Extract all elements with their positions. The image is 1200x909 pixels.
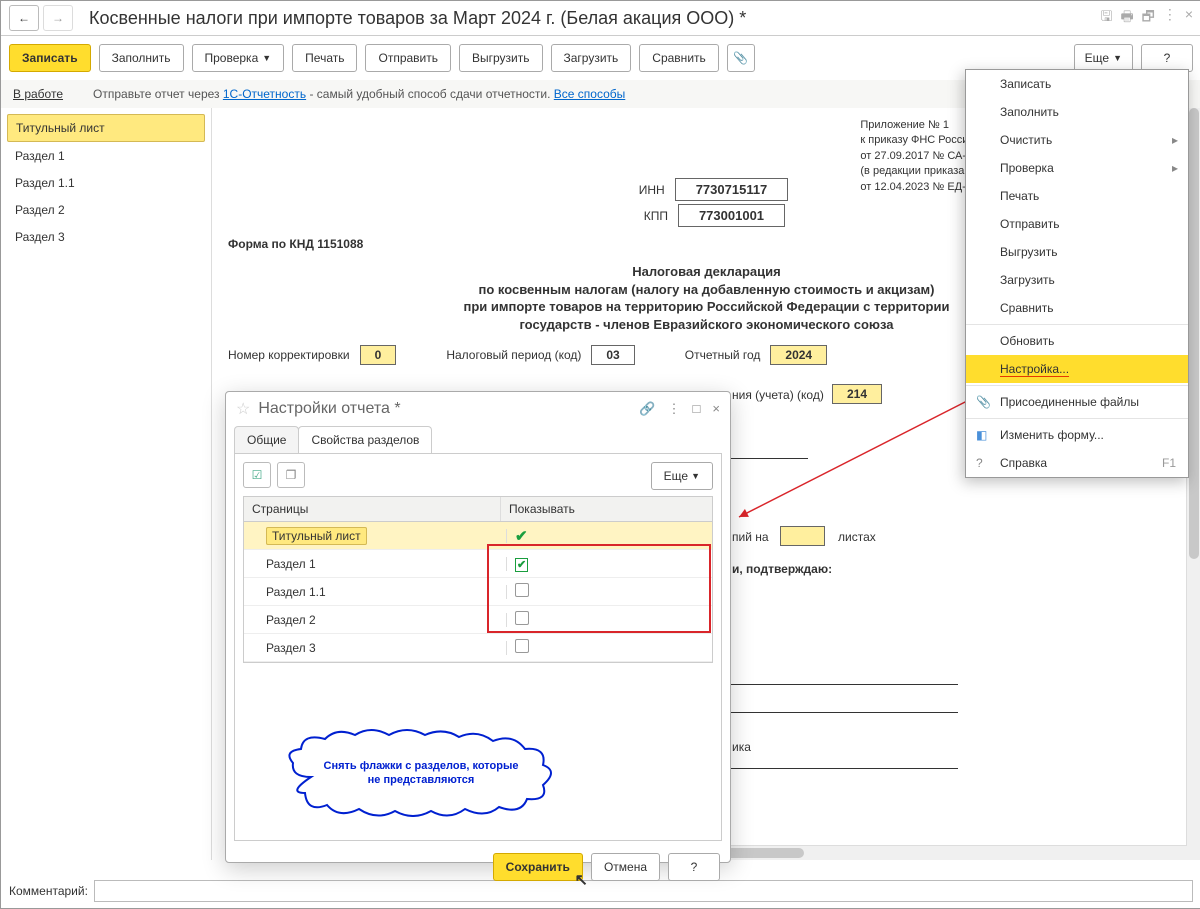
settings-dialog: ☆ Настройки отчета * 🔗 ⋮ □ × Общие Свойс…: [225, 391, 731, 863]
checkbox-off[interactable]: [515, 583, 529, 597]
ika-text: ика: [732, 740, 751, 754]
year-value[interactable]: 2024: [770, 345, 827, 365]
col-show: Показывать: [501, 497, 712, 521]
inn-label: ИНН: [625, 183, 665, 197]
link-1c[interactable]: 1С-Отчетность: [223, 87, 306, 101]
grid-row-0[interactable]: Титульный лист ✔: [244, 522, 712, 550]
period-value[interactable]: 03: [591, 345, 634, 365]
row0-label: Титульный лист: [266, 527, 367, 545]
dd-compare[interactable]: Сравнить: [966, 294, 1188, 322]
import-button[interactable]: Загрузить: [551, 44, 632, 72]
checkbox-on-icon[interactable]: ✔: [515, 558, 528, 572]
kebab-icon[interactable]: ⋮: [1163, 6, 1177, 30]
dd-print[interactable]: Печать: [966, 182, 1188, 210]
dialog-title: Настройки отчета *: [258, 400, 639, 418]
annotation-cloud: Снять флажки с разделов, которые не пред…: [281, 727, 561, 820]
checkbox-off[interactable]: [515, 639, 529, 653]
place-code-value[interactable]: 214: [832, 384, 882, 404]
cursor-icon: ↖: [575, 870, 588, 890]
period-label: Налоговый период (код): [446, 348, 581, 362]
grid-row-4[interactable]: Раздел 3: [244, 634, 712, 662]
dlg-help-button[interactable]: ?: [668, 853, 720, 881]
print-icon[interactable]: 🖶: [1120, 6, 1133, 30]
year-label: Отчетный год: [685, 348, 761, 362]
status-label: В работе: [13, 87, 63, 101]
fill-button[interactable]: Заполнить: [99, 44, 184, 72]
corr-value[interactable]: 0: [360, 345, 397, 365]
check-icon: ✔: [515, 528, 528, 545]
sidebar-item-r11[interactable]: Раздел 1.1: [7, 170, 205, 196]
help-icon: ?: [976, 456, 983, 470]
maximize-icon[interactable]: □: [693, 401, 701, 417]
compare-button[interactable]: Сравнить: [639, 44, 718, 72]
grid-row-3[interactable]: Раздел 2: [244, 606, 712, 634]
comment-label: Комментарий:: [9, 884, 88, 898]
dd-settings[interactable]: Настройка...: [966, 355, 1188, 383]
kpp-label: КПП: [628, 209, 668, 223]
kebab-icon[interactable]: ⋮: [668, 401, 681, 417]
print-button[interactable]: Печать: [292, 44, 357, 72]
form-icon: ◧: [976, 428, 987, 442]
sidebar: Титульный лист Раздел 1 Раздел 1.1 Разде…: [1, 108, 212, 860]
copies-t1: пий на: [732, 530, 769, 544]
star-icon[interactable]: ☆: [236, 399, 250, 419]
sections-grid: Страницы Показывать Титульный лист ✔ Раз…: [243, 496, 713, 663]
col-pages: Страницы: [244, 497, 501, 521]
link-all[interactable]: Все способы: [554, 87, 626, 101]
dd-check[interactable]: Проверка▸: [966, 154, 1188, 182]
copies-t2: листах: [838, 530, 876, 544]
dd-export[interactable]: Выгрузить: [966, 238, 1188, 266]
record-button[interactable]: Записать: [9, 44, 91, 72]
dd-clear[interactable]: Очистить▸: [966, 126, 1188, 154]
deselect-all-button[interactable]: ❐: [277, 462, 305, 488]
more-dropdown: Записать Заполнить Очистить▸ Проверка▸ П…: [965, 69, 1189, 478]
send-button[interactable]: Отправить: [365, 44, 451, 72]
dd-editform[interactable]: ◧Изменить форму...: [966, 421, 1188, 449]
confirm-text: и, подтверждаю:: [732, 562, 832, 576]
shortcut-f1: F1: [1162, 456, 1176, 470]
dd-attach[interactable]: 📎Присоединенные файлы: [966, 388, 1188, 416]
save-icon[interactable]: 🖫: [1101, 6, 1113, 30]
close-icon[interactable]: ×: [1185, 6, 1193, 30]
inn-value[interactable]: 7730715117: [675, 178, 789, 201]
close-dialog-icon[interactable]: ×: [712, 401, 720, 417]
select-all-button[interactable]: ☑: [243, 462, 271, 488]
dd-fill[interactable]: Заполнить: [966, 98, 1188, 126]
dd-import[interactable]: Загрузить: [966, 266, 1188, 294]
dd-help[interactable]: ?СправкаF1: [966, 449, 1188, 477]
dd-send[interactable]: Отправить: [966, 210, 1188, 238]
tab-general[interactable]: Общие: [234, 426, 299, 453]
link-icon[interactable]: 🔗: [639, 401, 655, 417]
sidebar-item-title[interactable]: Титульный лист: [7, 114, 205, 142]
help-button[interactable]: ?: [1141, 44, 1193, 72]
tab-sections[interactable]: Свойства разделов: [298, 426, 432, 453]
export-button[interactable]: Выгрузить: [459, 44, 543, 72]
preview-icon[interactable]: 🗗: [1142, 6, 1155, 30]
check-button[interactable]: Проверка ▼: [192, 44, 285, 72]
grid-row-2[interactable]: Раздел 1.1: [244, 578, 712, 606]
sidebar-item-r1[interactable]: Раздел 1: [7, 143, 205, 169]
sidebar-item-r2[interactable]: Раздел 2: [7, 197, 205, 223]
grid-row-1[interactable]: Раздел 1 ✔: [244, 550, 712, 578]
checkbox-off[interactable]: [515, 611, 529, 625]
sidebar-item-r3[interactable]: Раздел 3: [7, 224, 205, 250]
cloud-text: Снять флажки с разделов, которые не пред…: [281, 759, 561, 788]
save-button[interactable]: Сохранить ↖: [493, 853, 583, 881]
dd-record[interactable]: Записать: [966, 70, 1188, 98]
cancel-button[interactable]: Отмена: [591, 853, 660, 881]
attach-button[interactable]: 📎: [727, 44, 755, 72]
copies-field[interactable]: [780, 526, 825, 546]
nav-fwd-button[interactable]: →: [43, 5, 73, 31]
page-title: Косвенные налоги при импорте товаров за …: [89, 8, 1101, 29]
nav-back-button[interactable]: ←: [9, 5, 39, 31]
corr-label: Номер корректировки: [228, 348, 350, 362]
info-text: Отправьте отчет через 1С-Отчетность - са…: [93, 87, 625, 101]
paperclip-icon: 📎: [976, 395, 991, 409]
dlg-more-button[interactable]: Еще ▼: [651, 462, 713, 490]
dd-refresh[interactable]: Обновить: [966, 327, 1188, 355]
place-code-label: ния (учета) (код): [732, 388, 824, 402]
kpp-value[interactable]: 773001001: [678, 204, 785, 227]
